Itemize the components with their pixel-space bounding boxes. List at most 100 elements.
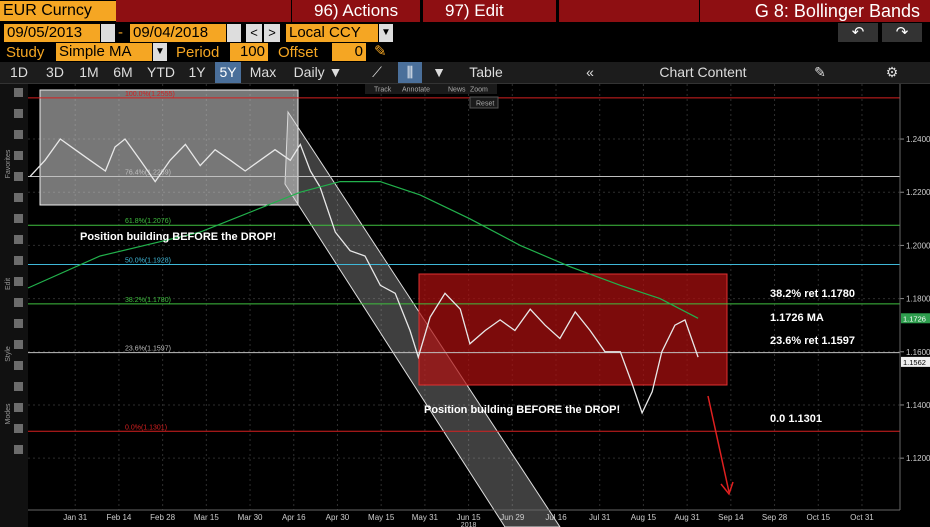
sidebar-icon[interactable] — [14, 109, 23, 118]
x-tick-label: Sep 14 — [718, 513, 744, 522]
x-tick-label: Jul 16 — [545, 513, 567, 522]
security-field[interactable]: EUR Curncy — [0, 1, 116, 21]
y-tick-label: 1.1600 — [906, 348, 930, 357]
prev-button[interactable]: < — [246, 24, 262, 42]
sidebar-icon[interactable] — [14, 193, 23, 202]
price-tag — [901, 313, 930, 324]
calendar-icon[interactable] — [101, 24, 115, 42]
sidebar-icon[interactable] — [14, 382, 23, 391]
dropdown[interactable]: ▼ — [432, 64, 446, 80]
table-button[interactable]: Table — [469, 64, 503, 80]
offset-label: Offset — [278, 44, 318, 61]
frequency[interactable]: Daily ▼ — [293, 64, 343, 80]
range-bar: Daily ▼ ⟋ ⫼ ▼ Table « Chart Content ✎ ⚙ … — [0, 62, 930, 84]
sidebar-icon[interactable] — [14, 445, 23, 454]
range-tab[interactable]: 1Y — [188, 64, 206, 80]
end-date[interactable]: 09/04/2018 — [130, 24, 226, 42]
range-tab[interactable]: 1D — [10, 64, 28, 80]
year-label: 2018 — [461, 522, 477, 527]
range-tab[interactable]: 3D — [46, 64, 64, 80]
start-date[interactable]: 09/05/2013 — [4, 24, 100, 42]
settings-button[interactable]: ⚙ — [885, 64, 899, 80]
chart-tool[interactable]: News — [448, 87, 466, 94]
range-tab[interactable]: 1M — [79, 64, 99, 80]
x-tick-label: Jan 31 — [63, 513, 88, 522]
range-tab[interactable]: Max — [249, 64, 277, 80]
sidebar-icon[interactable] — [14, 277, 23, 286]
fib-label: 0.0%(1.1301) — [125, 424, 167, 431]
chart-tool[interactable]: Annotate — [402, 87, 430, 94]
chart-tool[interactable]: Track — [374, 87, 392, 94]
arrow-head — [720, 481, 734, 496]
dropdown[interactable]: ▼ — [379, 24, 393, 42]
sidebar-icon[interactable] — [14, 298, 23, 307]
period-label: Period — [176, 44, 220, 61]
x-tick-label: Sep 28 — [762, 513, 788, 522]
edit-button[interactable]: ✎ — [814, 64, 826, 80]
sidebar-label[interactable]: Favorites — [5, 149, 12, 178]
sidebar-label[interactable]: Edit — [5, 278, 12, 290]
date-bar: 09/05/2013 - 09/04/2018 < > Local CCY ▼ … — [0, 22, 930, 42]
study-field[interactable]: Simple MA — [56, 43, 152, 61]
chart-tool[interactable]: Zoom — [470, 87, 488, 94]
y-tick-label: 1.2200 — [906, 188, 930, 197]
sidebar-icon[interactable] — [14, 340, 23, 349]
bar-fill — [559, 0, 699, 22]
chart-content-button[interactable]: Chart Content — [659, 64, 747, 80]
x-tick-label: Feb 28 — [150, 513, 175, 522]
next-button[interactable]: > — [264, 24, 280, 42]
x-tick-label: Mar 15 — [194, 513, 219, 522]
x-tick-label: Oct 15 — [806, 513, 830, 522]
collapse-button[interactable]: « — [586, 64, 594, 80]
sidebar-icon[interactable] — [14, 130, 23, 139]
pencil-icon[interactable]: ✎ — [374, 43, 387, 60]
range-tab[interactable]: 5Y — [215, 62, 241, 83]
fib-label: 61.8%(1.2076) — [125, 218, 171, 225]
date-separator: - — [118, 24, 123, 41]
x-tick-label: May 31 — [412, 513, 439, 522]
sidebar-label[interactable]: Modes — [5, 403, 12, 425]
arrow-shaft — [707, 395, 730, 493]
range-box — [418, 273, 728, 386]
sidebar-icon[interactable] — [14, 151, 23, 160]
y-tick-label: 1.1800 — [906, 295, 930, 304]
sidebar-icon[interactable] — [14, 256, 23, 265]
sidebar-icon[interactable] — [14, 361, 23, 370]
redo-button[interactable]: ↷ — [882, 23, 922, 42]
sidebar-icon[interactable] — [14, 424, 23, 433]
calendar-icon[interactable] — [227, 24, 241, 42]
fib-label: 100.0%(1.2555) — [125, 91, 175, 98]
chart-tools — [365, 84, 497, 94]
period-field[interactable]: 100 — [230, 43, 268, 61]
x-tick-label: Apr 30 — [326, 513, 350, 522]
reset-label[interactable]: Reset — [476, 101, 494, 108]
sidebar-icon[interactable] — [14, 235, 23, 244]
line-tool[interactable]: ⟋ — [372, 64, 382, 80]
x-tick-label: Aug 15 — [631, 513, 657, 522]
edit-menu[interactable]: 97) Edit — [423, 0, 556, 22]
sidebar-icon[interactable] — [14, 214, 23, 223]
sidebar-icon[interactable] — [14, 88, 23, 97]
sidebar-icon[interactable] — [14, 403, 23, 412]
fib-label: 38.2%(1.1780) — [125, 297, 171, 304]
range-tab[interactable]: 6M — [113, 64, 133, 80]
range-box — [39, 89, 299, 206]
bar-tool[interactable]: ⫼ — [398, 62, 422, 83]
range-tab[interactable]: YTD — [147, 64, 175, 80]
x-tick-label: Jun 15 — [457, 513, 482, 522]
sidebar-icon[interactable] — [14, 319, 23, 328]
actions-menu[interactable]: 96) Actions — [292, 0, 420, 22]
ma-line — [27, 180, 699, 319]
undo-button[interactable]: ↶ — [838, 23, 878, 42]
offset-field[interactable]: 0 — [332, 43, 366, 61]
function-title: G 8: Bollinger Bands — [700, 0, 930, 22]
reset-button[interactable] — [469, 96, 499, 109]
x-tick-label: Apr 16 — [282, 513, 306, 522]
dropdown[interactable]: ▼ — [153, 43, 167, 61]
x-tick-label: Jul 31 — [589, 513, 611, 522]
annotation: 38.2% ret 1.1780 — [770, 288, 855, 300]
sidebar-label[interactable]: Style — [5, 346, 12, 362]
currency-field[interactable]: Local CCY — [286, 24, 378, 42]
sidebar-icon[interactable] — [14, 172, 23, 181]
fib-label: 23.6%(1.1597) — [125, 346, 171, 353]
